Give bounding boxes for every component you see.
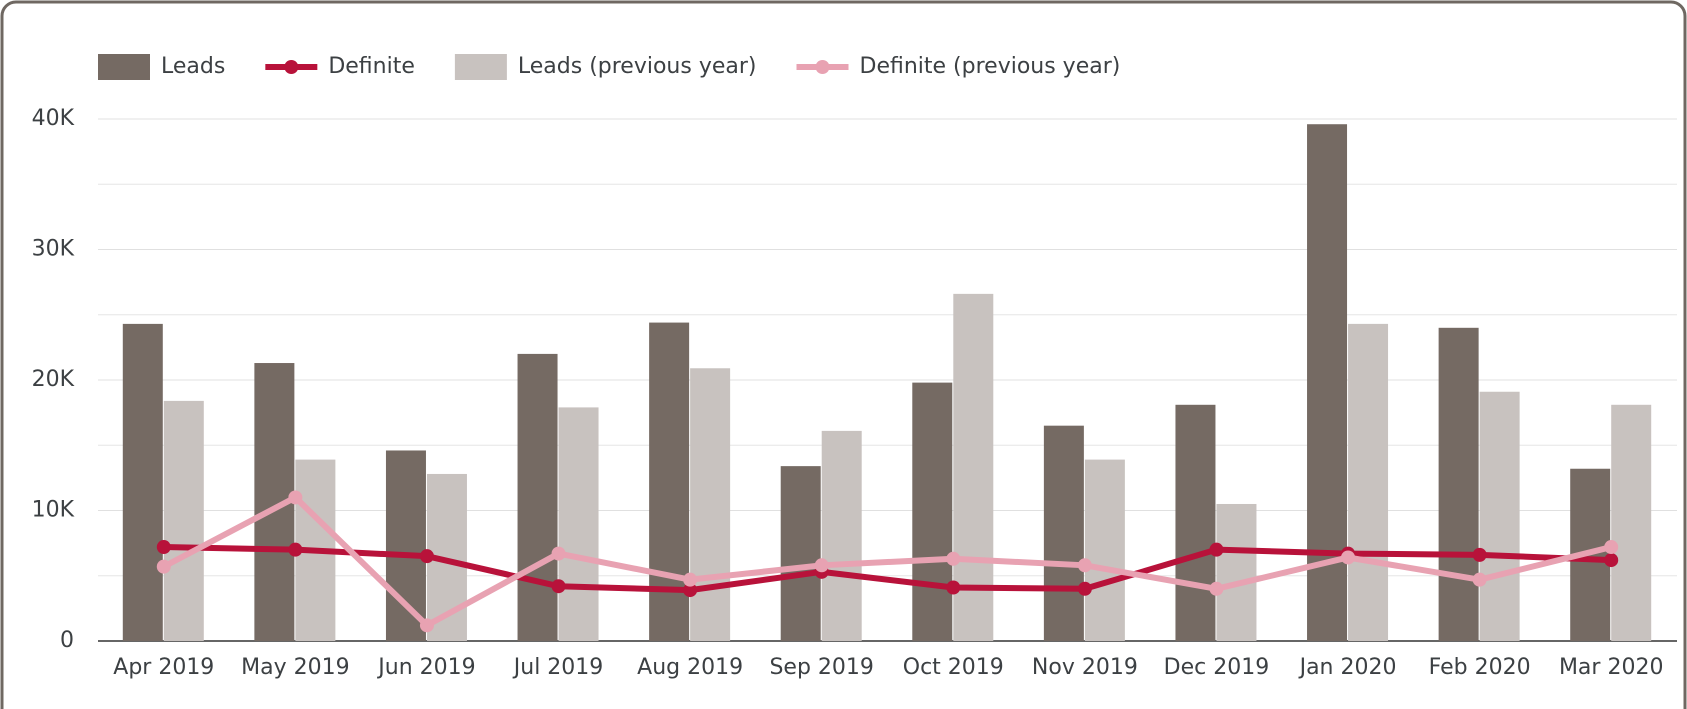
legend-swatch bbox=[454, 54, 507, 80]
point bbox=[683, 583, 698, 598]
point bbox=[1341, 550, 1356, 565]
x-tick-label: Mar 2020 bbox=[1559, 655, 1664, 680]
y-tick-label: 40K bbox=[32, 106, 75, 131]
point bbox=[419, 549, 434, 564]
point bbox=[1077, 581, 1092, 596]
bar bbox=[649, 322, 690, 641]
point bbox=[1209, 581, 1224, 596]
point bbox=[1604, 540, 1619, 555]
legend-swatch bbox=[815, 60, 830, 74]
bar bbox=[1348, 323, 1389, 641]
legend-label: Definite (previous year) bbox=[860, 54, 1121, 79]
bar bbox=[1084, 459, 1125, 641]
bar bbox=[912, 382, 953, 641]
point bbox=[288, 490, 303, 505]
point bbox=[156, 540, 171, 555]
bar bbox=[1216, 503, 1257, 641]
bar bbox=[385, 450, 426, 641]
bar bbox=[690, 368, 731, 641]
point bbox=[419, 618, 434, 633]
y-tick-label: 20K bbox=[32, 367, 75, 392]
y-tick-label: 30K bbox=[32, 237, 75, 262]
bar bbox=[122, 323, 163, 641]
x-tick-label: Apr 2019 bbox=[113, 655, 214, 680]
x-tick-label: May 2019 bbox=[241, 655, 349, 680]
x-tick-label: Nov 2019 bbox=[1032, 655, 1138, 680]
x-tick-label: Feb 2020 bbox=[1429, 655, 1531, 680]
point bbox=[946, 551, 961, 566]
legend-label: Leads bbox=[161, 54, 225, 79]
point bbox=[1077, 558, 1092, 573]
point bbox=[156, 559, 171, 574]
bar bbox=[1479, 391, 1520, 641]
bar bbox=[1175, 404, 1216, 641]
x-tick-label: Jul 2019 bbox=[512, 655, 604, 680]
x-tick-label: Sep 2019 bbox=[769, 655, 873, 680]
x-tick-label: Jan 2020 bbox=[1298, 655, 1397, 680]
bar bbox=[780, 466, 821, 641]
point bbox=[683, 572, 698, 587]
x-tick-label: Jun 2019 bbox=[376, 655, 475, 680]
legend-label: Leads (previous year) bbox=[518, 54, 757, 79]
legend-label: Definite bbox=[328, 54, 415, 79]
legend-swatch bbox=[284, 60, 299, 74]
bar bbox=[558, 407, 599, 641]
point bbox=[1472, 572, 1487, 587]
line bbox=[163, 544, 1612, 594]
bar bbox=[1043, 425, 1084, 641]
point bbox=[551, 579, 566, 594]
y-tick-label: 0 bbox=[60, 628, 74, 653]
point bbox=[1209, 542, 1224, 557]
bar bbox=[517, 353, 558, 641]
bar bbox=[1611, 404, 1652, 641]
point bbox=[1604, 553, 1619, 568]
bar bbox=[163, 400, 204, 641]
line bbox=[162, 494, 1612, 629]
point bbox=[814, 558, 829, 573]
bar bbox=[953, 293, 994, 641]
bar bbox=[821, 430, 862, 641]
x-tick-label: Oct 2019 bbox=[903, 655, 1004, 680]
point bbox=[551, 546, 566, 561]
x-tick-label: Dec 2019 bbox=[1164, 655, 1270, 680]
point bbox=[1472, 547, 1487, 562]
point bbox=[288, 542, 303, 557]
bar bbox=[1438, 327, 1479, 641]
point bbox=[946, 580, 961, 595]
legend-swatch bbox=[98, 54, 150, 80]
y-tick-label: 10K bbox=[32, 498, 75, 523]
x-tick-label: Aug 2019 bbox=[637, 655, 743, 680]
